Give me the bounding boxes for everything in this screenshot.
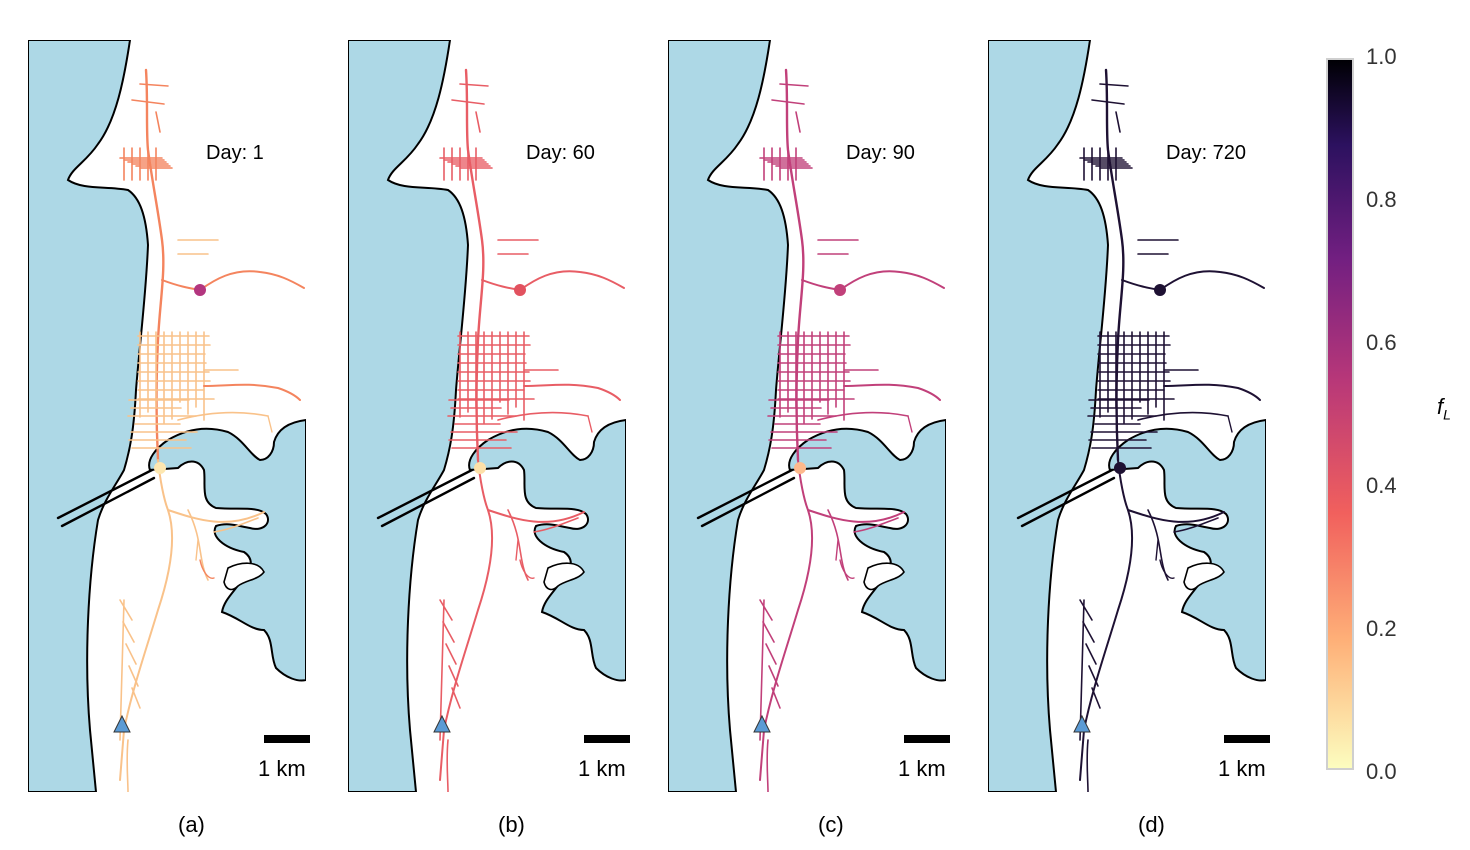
junction-node-harbor <box>1114 462 1126 474</box>
scale-label: 1 km <box>578 756 626 781</box>
bay-east <box>468 418 626 682</box>
junction-node-harbor <box>474 462 486 474</box>
scale-label: 1 km <box>258 756 306 781</box>
map-svg <box>348 40 626 792</box>
colorbar-tick: 0.0 <box>1366 759 1397 784</box>
scale-bar <box>904 735 950 743</box>
junction-node-harbor <box>154 462 166 474</box>
ocean-west <box>668 40 790 792</box>
ocean-west <box>28 40 150 792</box>
day-label: Day: 720 <box>1166 142 1247 164</box>
colorbar-tick: 1.0 <box>1366 44 1397 69</box>
map-svg <box>988 40 1266 792</box>
pipe-network <box>376 68 625 792</box>
junction-node-north <box>834 284 846 296</box>
map-svg <box>668 40 946 792</box>
source-marker-icon <box>1073 714 1091 733</box>
panel-caption: (c) <box>818 812 844 837</box>
source-marker-icon <box>113 714 131 733</box>
source-marker-icon <box>433 714 451 733</box>
scale-bar <box>264 735 310 743</box>
junction-node-north <box>514 284 526 296</box>
day-label: Day: 60 <box>526 142 595 164</box>
junction-node-north <box>1154 284 1166 296</box>
map-panel <box>348 40 626 792</box>
bay-east <box>1108 418 1266 682</box>
colorbar <box>1326 58 1354 770</box>
panel-caption: (b) <box>498 812 525 837</box>
bay-east <box>788 418 946 682</box>
colorbar-tick: 0.6 <box>1366 330 1397 355</box>
junction-node-north <box>194 284 206 296</box>
colorbar-label: fL <box>1437 394 1451 423</box>
colorbar-tick: 0.8 <box>1366 187 1397 212</box>
bay-east <box>148 418 306 682</box>
map-svg <box>28 40 306 792</box>
ocean-west <box>348 40 470 792</box>
junction-node-harbor <box>794 462 806 474</box>
day-label: Day: 1 <box>206 142 264 164</box>
ocean-west <box>988 40 1110 792</box>
colorbar-tick: 0.2 <box>1366 616 1397 641</box>
scale-bar <box>1224 735 1270 743</box>
source-marker-icon <box>753 714 771 733</box>
scale-bar <box>584 735 630 743</box>
scale-label: 1 km <box>1218 756 1266 781</box>
pipe-network <box>1016 68 1265 792</box>
map-panel <box>988 40 1266 792</box>
panel-caption: (d) <box>1138 812 1165 837</box>
map-panel <box>668 40 946 792</box>
colorbar-tick: 0.4 <box>1366 473 1397 498</box>
pipe-network <box>696 68 945 792</box>
pipe-network <box>56 68 305 792</box>
map-panel <box>28 40 306 792</box>
day-label: Day: 90 <box>846 142 915 164</box>
scale-label: 1 km <box>898 756 946 781</box>
panel-caption: (a) <box>178 812 205 837</box>
